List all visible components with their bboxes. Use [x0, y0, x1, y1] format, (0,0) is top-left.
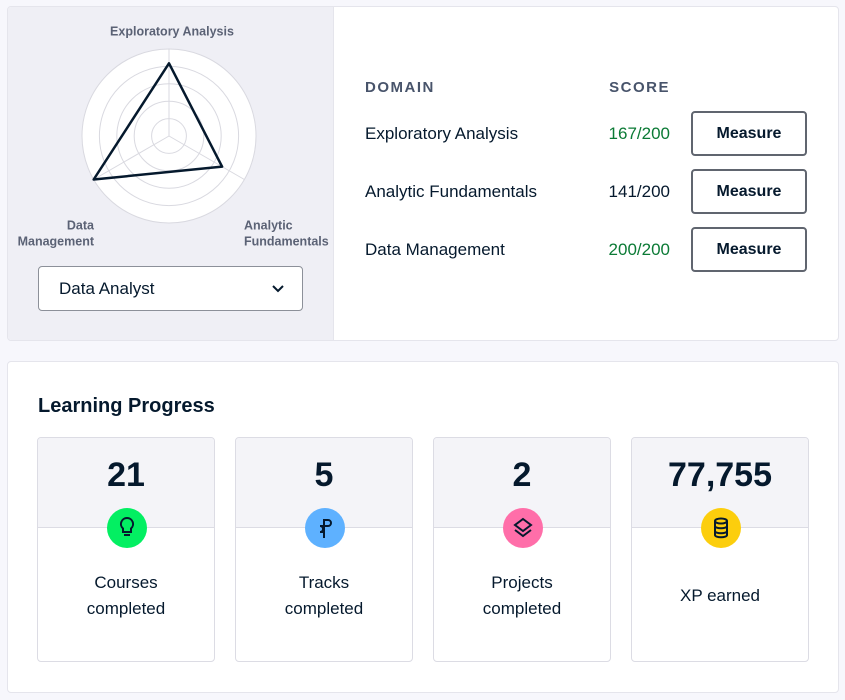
domain-header: DOMAIN [365, 79, 435, 96]
radar-label: Fundamentals [244, 234, 329, 248]
stat-icon [701, 508, 741, 548]
stat-label-line: Projects [491, 573, 553, 592]
radar-polygon [92, 62, 224, 181]
stat-card: 77,755 XP earned [631, 437, 809, 662]
dropdown-value: Data Analyst [59, 279, 155, 298]
radar-label: Data [67, 218, 95, 232]
section-title: Learning Progress [38, 395, 215, 417]
stat-label-line: completed [482, 599, 562, 618]
stat-label-line: XP earned [679, 586, 761, 605]
measure-button[interactable]: Measure [691, 227, 807, 272]
stat-label: Tracks completed [236, 570, 412, 622]
measure-button[interactable]: Measure [691, 169, 807, 214]
stat-label-line: completed [86, 599, 166, 618]
stat-label-line: Tracks [298, 573, 350, 592]
radar-label: Management [18, 234, 95, 248]
stat-icon [503, 508, 543, 548]
stat-icon [107, 508, 147, 548]
stat-label: Projects completed [434, 570, 610, 622]
stat-label: Courses completed [38, 570, 214, 622]
domain-score: 200/200 [608, 240, 670, 259]
stat-card: 2 Projects completed [433, 437, 611, 662]
domain-name: Exploratory Analysis [365, 124, 519, 143]
score-header: SCORE [609, 79, 670, 96]
stat-card: 5 Tracks completed [235, 437, 413, 662]
radar-spoke [93, 135, 170, 180]
stat-label-line: Courses [94, 573, 158, 592]
domain-name: Data Management [365, 240, 505, 259]
measure-button[interactable]: Measure [691, 111, 807, 156]
domain-score: 141/200 [608, 182, 670, 201]
assessment-card: Exploratory Analysis Analytic Fundamentals… [7, 6, 839, 341]
role-dropdown[interactable]: Data Analyst [38, 266, 303, 311]
stat-label: XP earned [632, 583, 808, 609]
stat-card: 21 Courses completed [37, 437, 215, 662]
stat-icon [305, 508, 345, 548]
radar-spoke [168, 135, 245, 180]
domain-score: 167/200 [608, 124, 670, 143]
radar-chart: Exploratory Analysis Analytic Fundamentals… [18, 24, 329, 248]
radar-label: Analytic [244, 218, 293, 232]
domain-name: Analytic Fundamentals [365, 182, 537, 201]
chevron-icon [272, 285, 284, 293]
stat-label-line: completed [284, 599, 364, 618]
radar-label: Exploratory Analysis [110, 24, 234, 38]
